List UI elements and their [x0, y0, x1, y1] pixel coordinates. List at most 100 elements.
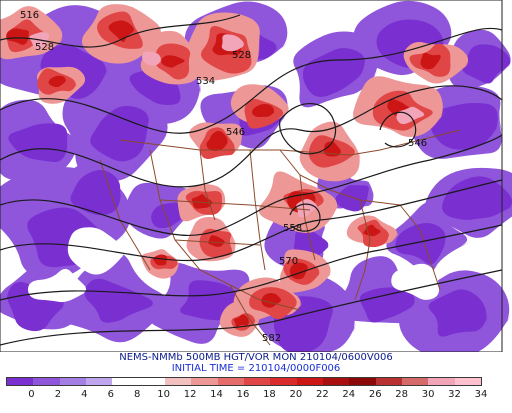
low-vorticity-area	[90, 105, 149, 162]
vorticity-max	[296, 198, 319, 218]
low-vorticity-area	[462, 44, 512, 84]
height-contour-line	[0, 85, 503, 188]
low-vorticity-area	[395, 222, 446, 265]
high-vorticity-core	[206, 130, 229, 151]
colorbar-tick-label: 24	[342, 389, 356, 400]
colorbar-tick-label: 18	[263, 389, 276, 400]
state-boundary-line	[159, 199, 311, 211]
colorbar-tick-label: 20	[289, 389, 303, 400]
high-vorticity-core	[161, 55, 187, 68]
colorbar-swatch	[428, 378, 455, 385]
high-vorticity-core	[323, 141, 342, 157]
political-boundaries	[99, 129, 461, 346]
colorbar-swatch	[296, 378, 323, 385]
vorticity-shading	[0, 0, 512, 352]
height-contour-line	[0, 179, 503, 262]
colorbar-swatch	[7, 378, 34, 385]
neutral-area	[67, 227, 128, 275]
colorbar-swatch	[270, 378, 297, 385]
high-vorticity-core	[420, 52, 441, 70]
colorbar-swatch	[217, 378, 244, 385]
colorbar-tick-label: 28	[395, 389, 409, 400]
colorbar-swatch	[454, 378, 481, 385]
colorbar-tick-label: 22	[315, 389, 329, 400]
contour-label: 528	[232, 50, 251, 61]
high-vorticity-core	[208, 235, 226, 247]
colorbar-swatch	[138, 378, 165, 385]
colorbar	[6, 377, 482, 386]
state-boundary-line	[399, 204, 441, 291]
colorbar-tick-label: 4	[81, 389, 88, 400]
initial-time-label: INITIAL TIME = 210104/0000F006	[171, 363, 341, 374]
state-boundary-line	[249, 149, 266, 271]
height-contour-line	[0, 134, 503, 236]
height-contour-line	[0, 27, 503, 134]
colorbar-tick-label: 0	[28, 389, 35, 400]
high-vorticity-core	[108, 20, 136, 42]
colorbar-swatch	[349, 378, 376, 385]
height-contour-line	[0, 224, 503, 301]
colorbar-swatch	[85, 378, 113, 385]
low-vorticity-area	[428, 289, 488, 337]
contour-label: 558	[283, 223, 302, 234]
high-vorticity-core	[261, 292, 283, 308]
vorticity-max	[396, 106, 427, 125]
height-contour-line	[379, 111, 417, 148]
colorbar-tick-label: 34	[474, 389, 488, 400]
colorbar-swatch	[112, 378, 139, 385]
colorbar-tick-label: 6	[107, 389, 114, 400]
high-vorticity-area	[6, 19, 51, 53]
neutral-area	[350, 150, 406, 193]
colorbar-swatch	[59, 378, 86, 385]
state-boundary-line	[119, 139, 351, 156]
low-vorticity-area	[359, 287, 418, 323]
high-vorticity-core	[234, 314, 249, 327]
height-contour-line	[0, 269, 503, 346]
colorbar-ticks: 0 2 4 6 8 10 12 14 16 18 20 22 24 26 28 30 32 34	[6, 389, 487, 401]
contour-label: 528	[35, 42, 54, 53]
height-contour-line	[0, 14, 241, 48]
state-boundary-line	[299, 174, 316, 261]
contour-labels: 516 528 528 534 546 546 558 570 582	[20, 10, 427, 344]
colorbar-swatch	[164, 378, 192, 385]
map-border	[0, 0, 503, 352]
colorbar-tick-label: 8	[134, 389, 141, 400]
neutral-area	[27, 268, 90, 303]
contour-label: 570	[279, 256, 298, 267]
contour-label: 582	[262, 333, 281, 344]
height-contour-line	[289, 203, 321, 232]
contour-label: 546	[226, 127, 245, 138]
height-contours	[0, 14, 503, 346]
high-vorticity-core	[48, 75, 67, 88]
colorbar-tick-label: 26	[368, 389, 382, 400]
state-boundary-line	[279, 149, 401, 206]
low-vorticity-area	[335, 185, 369, 212]
contour-label: 534	[196, 76, 215, 87]
colorbar-tick-label: 12	[183, 389, 197, 400]
high-vorticity-core	[6, 28, 29, 45]
height-contour-line	[279, 103, 337, 155]
map-title: NEMS-NMMb 500MB HGT/VOR MON 210104/0600V…	[119, 352, 393, 363]
vorticity-max	[221, 34, 246, 52]
low-vorticity-area	[429, 103, 499, 150]
low-vorticity-area	[84, 278, 160, 323]
colorbar-tick-label: 10	[157, 389, 171, 400]
vorticity-max	[142, 51, 162, 66]
colorbar-tick-label: 32	[448, 389, 461, 400]
colorbar-swatch	[243, 378, 271, 385]
state-boundary-line	[174, 239, 261, 246]
high-vorticity-core	[252, 103, 276, 118]
state-boundary-line	[349, 129, 461, 156]
colorbar-tick-label: 16	[236, 389, 250, 400]
colorbar-swatch	[401, 378, 429, 385]
high-vorticity-core	[153, 254, 168, 266]
colorbar-swatch	[33, 378, 60, 385]
vorticity-height-map: 516 528 528 534 546 546 558 570 582	[0, 0, 512, 352]
colorbar-swatch	[375, 378, 402, 385]
contour-label: 546	[408, 138, 427, 149]
low-vorticity-area	[70, 169, 121, 216]
contour-label: 516	[20, 10, 39, 21]
colorbar-tick-label: 30	[421, 389, 435, 400]
colorbar-tick-label: 14	[210, 389, 223, 400]
